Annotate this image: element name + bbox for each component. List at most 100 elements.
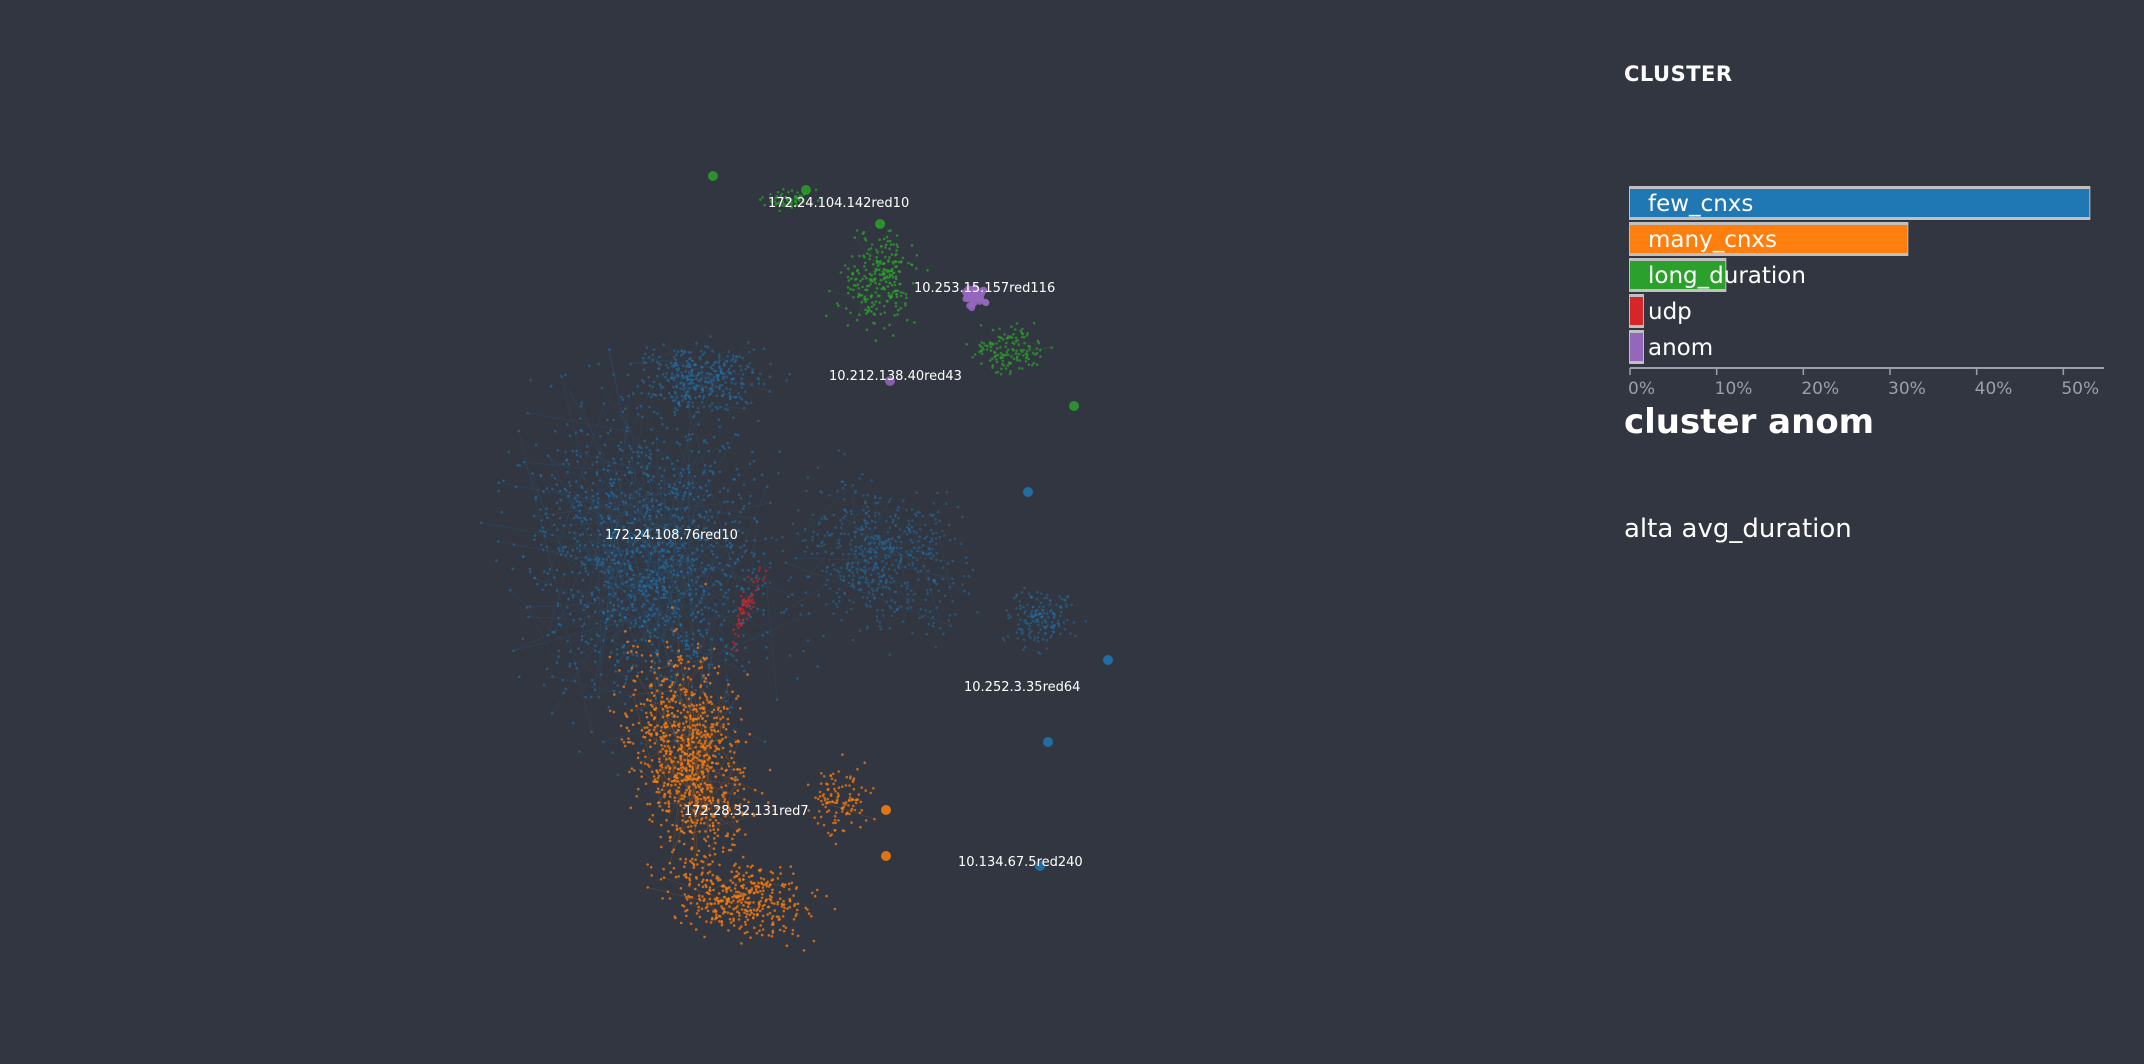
graph-node[interactable] <box>648 405 651 409</box>
graph-node[interactable] <box>766 913 769 916</box>
graph-node[interactable] <box>677 725 681 728</box>
graph-node[interactable] <box>794 199 797 202</box>
graph-node[interactable] <box>701 388 705 392</box>
graph-node[interactable] <box>749 909 752 913</box>
graph-node[interactable] <box>529 379 532 382</box>
graph-node[interactable] <box>1050 634 1054 637</box>
graph-node[interactable] <box>812 939 816 943</box>
graph-node[interactable] <box>880 541 884 544</box>
graph-node[interactable] <box>893 610 896 613</box>
graph-node[interactable] <box>885 546 889 549</box>
graph-node[interactable] <box>804 538 807 542</box>
graph-node[interactable] <box>931 514 934 518</box>
graph-node[interactable] <box>727 929 730 932</box>
graph-node[interactable] <box>626 606 630 610</box>
graph-node[interactable] <box>719 710 723 713</box>
graph-node[interactable] <box>1048 610 1052 613</box>
graph-node[interactable] <box>711 824 715 828</box>
graph-node[interactable] <box>850 584 853 588</box>
graph-node[interactable] <box>650 500 653 503</box>
graph-node[interactable] <box>1001 356 1004 360</box>
graph-node[interactable] <box>532 514 536 518</box>
graph-node[interactable] <box>735 584 739 588</box>
graph-node[interactable] <box>657 801 660 804</box>
graph-node[interactable] <box>768 375 772 379</box>
graph-node[interactable] <box>612 457 615 461</box>
graph-hub-node[interactable] <box>1043 737 1053 747</box>
graph-node[interactable] <box>605 503 608 507</box>
graph-node[interactable] <box>691 637 695 641</box>
graph-node[interactable] <box>856 527 860 531</box>
graph-node[interactable] <box>694 887 697 891</box>
graph-node[interactable] <box>712 566 716 569</box>
graph-node[interactable] <box>869 536 873 539</box>
graph-node[interactable] <box>739 510 742 514</box>
graph-node[interactable] <box>768 390 771 393</box>
graph-node[interactable] <box>585 496 588 499</box>
graph-node[interactable] <box>682 484 685 488</box>
graph-node[interactable] <box>889 543 892 547</box>
graph-node[interactable] <box>825 517 828 521</box>
graph-node[interactable] <box>699 707 702 710</box>
graph-node[interactable] <box>680 745 684 749</box>
graph-node[interactable] <box>736 778 739 782</box>
graph-node[interactable] <box>876 619 879 622</box>
graph-node[interactable] <box>892 271 895 275</box>
graph-node[interactable] <box>658 804 661 808</box>
graph-node[interactable] <box>709 566 713 570</box>
graph-node[interactable] <box>704 380 708 383</box>
graph-node[interactable] <box>653 778 657 781</box>
graph-node[interactable] <box>989 349 993 352</box>
graph-node[interactable] <box>624 630 627 633</box>
graph-node[interactable] <box>678 382 682 385</box>
graph-node[interactable] <box>874 300 878 303</box>
graph-node[interactable] <box>816 544 819 548</box>
graph-node[interactable] <box>677 655 680 659</box>
graph-node[interactable] <box>609 601 612 604</box>
graph-node[interactable] <box>551 675 554 678</box>
graph-node[interactable] <box>665 819 668 822</box>
graph-node[interactable] <box>962 574 966 578</box>
graph-node[interactable] <box>684 688 688 691</box>
graph-node[interactable] <box>665 677 669 681</box>
graph-node[interactable] <box>705 809 708 812</box>
graph-node[interactable] <box>708 799 711 802</box>
graph-node[interactable] <box>653 708 657 711</box>
graph-node[interactable] <box>1017 627 1021 631</box>
graph-node[interactable] <box>717 901 720 905</box>
graph-node[interactable] <box>752 555 755 558</box>
graph-node[interactable] <box>640 670 644 674</box>
graph-node[interactable] <box>579 601 582 605</box>
graph-node[interactable] <box>675 385 679 389</box>
graph-node[interactable] <box>676 573 679 577</box>
graph-node[interactable] <box>1027 633 1031 637</box>
graph-node[interactable] <box>560 375 563 378</box>
graph-node[interactable] <box>722 792 726 795</box>
graph-node[interactable] <box>703 438 706 442</box>
graph-node[interactable] <box>691 758 694 761</box>
graph-node[interactable] <box>1003 333 1006 336</box>
graph-node[interactable] <box>919 608 923 611</box>
graph-node[interactable] <box>705 698 709 702</box>
graph-node[interactable] <box>563 487 567 491</box>
graph-node[interactable] <box>584 566 587 570</box>
graph-node[interactable] <box>1004 345 1007 349</box>
graph-node[interactable] <box>864 789 867 792</box>
graph-node[interactable] <box>891 547 895 551</box>
graph-node[interactable] <box>575 453 579 457</box>
graph-node[interactable] <box>702 590 706 594</box>
graph-node[interactable] <box>719 405 722 409</box>
graph-hub-node[interactable] <box>875 219 885 229</box>
graph-node[interactable] <box>776 902 779 906</box>
graph-node[interactable] <box>693 363 697 367</box>
graph-node[interactable] <box>872 578 875 582</box>
graph-node[interactable] <box>583 603 586 607</box>
graph-node[interactable] <box>709 921 713 924</box>
graph-node[interactable] <box>724 522 727 525</box>
graph-node[interactable] <box>833 818 837 822</box>
graph-node[interactable] <box>660 596 663 599</box>
graph-node[interactable] <box>622 645 625 648</box>
graph-node[interactable] <box>1055 603 1058 607</box>
graph-node[interactable] <box>864 512 868 515</box>
graph-node[interactable] <box>655 739 658 742</box>
